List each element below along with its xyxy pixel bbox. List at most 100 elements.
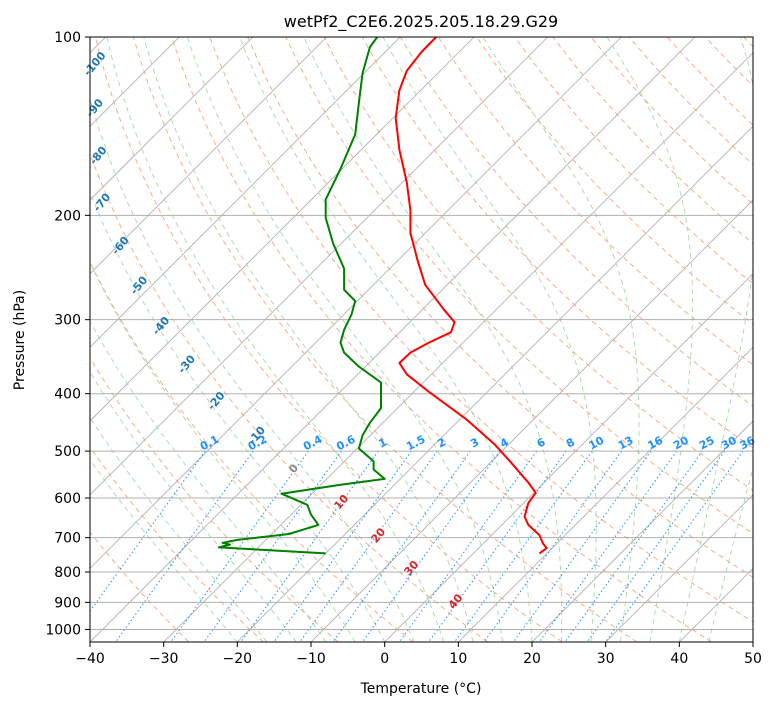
moist-adiabat-line xyxy=(187,37,503,642)
dry-adiabat-label: -100 xyxy=(81,49,109,79)
mixing-ratio-line xyxy=(398,450,538,642)
mixing-ratio-label: 8 xyxy=(564,435,577,450)
profile-series-line xyxy=(217,37,386,555)
mixing-ratio-label: 2 xyxy=(435,435,448,450)
dry-adiabat-line xyxy=(247,37,753,578)
isotherm-line xyxy=(605,494,753,642)
mixing-ratio-label: 3 xyxy=(468,435,481,450)
mixing-ratio-line xyxy=(586,450,725,642)
isotherm-line xyxy=(90,37,548,496)
mixing-ratio-line xyxy=(454,450,593,642)
grid-lines xyxy=(90,37,753,630)
mixing-ratio-line xyxy=(564,450,703,642)
mixing-ratio-line xyxy=(90,450,206,613)
isotherm-line xyxy=(90,37,696,642)
x-tick-label: −30 xyxy=(149,651,179,667)
dry-adiabat-label: -70 xyxy=(91,190,114,214)
mixing-ratio-line xyxy=(362,450,501,642)
dry-adiabat-line xyxy=(514,37,753,285)
dry-adiabat-label: -50 xyxy=(128,273,151,297)
mixing-ratio-label: 16 xyxy=(645,434,665,453)
mixing-ratio-line xyxy=(203,450,342,642)
x-tick-label: 40 xyxy=(670,651,688,667)
y-tick-label: 800 xyxy=(54,565,81,581)
isotherm-line xyxy=(531,420,753,642)
dry-adiabat-line xyxy=(132,37,638,642)
dry-adiabat-line xyxy=(90,531,190,642)
mixing-ratio-label: 1.5 xyxy=(404,433,427,454)
axis-ticks: −40 −30 −20 −10 0 10 20 30 40 5010020030040050060… xyxy=(45,30,762,667)
dry-adiabat-label: -40 xyxy=(150,314,173,338)
mixing-ratio-line xyxy=(170,450,309,642)
dry-adiabat-label: -60 xyxy=(109,234,132,258)
mixing-ratio-line xyxy=(240,450,379,642)
isotherm-line xyxy=(90,37,401,348)
mixing-ratio-line xyxy=(273,450,412,642)
y-tick-label: 400 xyxy=(54,387,81,403)
dry-adiabat-line xyxy=(666,37,753,126)
isotherm-line xyxy=(163,52,753,642)
x-tick-label: 10 xyxy=(449,651,467,667)
x-tick-label: −40 xyxy=(75,651,105,667)
mixing-ratio-label: 25 xyxy=(697,434,717,453)
isotherm-line xyxy=(679,567,753,642)
dry-adiabat-line xyxy=(209,37,753,623)
moist-adiabat-line xyxy=(143,37,474,642)
dry-adiabat-line xyxy=(361,37,753,449)
moist-adiabat-line xyxy=(90,371,297,642)
moist-adiabat-line xyxy=(606,37,694,642)
moist-adiabat-line xyxy=(90,261,356,642)
x-axis-label: Temperature (°C) xyxy=(360,681,482,697)
y-tick-label: 500 xyxy=(54,444,81,460)
mixing-ratio-line xyxy=(428,450,567,642)
mixing-ratio-line xyxy=(538,450,678,642)
dry-adiabat-line xyxy=(743,37,753,48)
y-tick-label: 200 xyxy=(54,208,81,224)
moist-adiabat-line xyxy=(90,190,386,642)
mixing-ratio-label: 0.4 xyxy=(301,433,325,454)
y-tick-label: 700 xyxy=(54,531,81,547)
mixing-ratio-label: 20 xyxy=(671,434,691,453)
mixing-ratio-label: 0.1 xyxy=(198,433,221,454)
dry-adiabat-line xyxy=(590,37,753,205)
dry-adiabat-line xyxy=(90,152,488,642)
x-tick-label: −20 xyxy=(223,651,253,667)
plot-frame xyxy=(89,36,754,643)
mixing-ratio-line xyxy=(483,450,622,642)
dry-adiabat-label: -30 xyxy=(175,352,198,376)
isotherm-line xyxy=(384,273,753,642)
x-tick-label: 20 xyxy=(523,651,541,667)
x-tick-label: 30 xyxy=(597,651,615,667)
x-tick-label: 0 xyxy=(380,651,389,667)
isotherm-line xyxy=(752,641,753,642)
dry-adiabat-line xyxy=(171,37,712,642)
mixing-ratio-label: 36 xyxy=(738,434,758,453)
dry-adiabat-line xyxy=(704,37,753,87)
moist-adiabat-line xyxy=(90,416,268,642)
mixing-ratio-label: 30 xyxy=(719,434,739,453)
mixing-ratio-line xyxy=(115,450,254,642)
x-tick-label: −10 xyxy=(296,651,326,667)
y-tick-label: 1000 xyxy=(45,622,81,638)
isotherm-line xyxy=(237,125,753,642)
y-axis-label: Pressure (hPa) xyxy=(12,290,28,390)
moist-adiabat-line xyxy=(90,458,238,642)
dry-adiabat-line xyxy=(94,37,563,642)
dry-adiabat-line xyxy=(399,37,753,407)
isotherm-line xyxy=(90,37,254,201)
moist-adiabat-line xyxy=(90,97,415,642)
x-tick-label: 50 xyxy=(744,651,762,667)
dry-adiabat-label: -90 xyxy=(83,96,106,120)
dry-adiabat-label: 0 xyxy=(286,461,301,475)
mixing-ratio-line xyxy=(513,450,652,642)
y-tick-label: 300 xyxy=(54,313,81,329)
isotherm-line xyxy=(458,346,753,642)
y-tick-label: 600 xyxy=(54,491,81,507)
y-tick-label: 100 xyxy=(54,30,81,46)
isotherm-line xyxy=(90,37,622,569)
isotherm-line xyxy=(90,37,475,422)
mixing-ratio-label: 0.6 xyxy=(334,433,358,454)
profile-lines xyxy=(217,37,548,555)
dry-adiabat-line xyxy=(90,356,339,642)
